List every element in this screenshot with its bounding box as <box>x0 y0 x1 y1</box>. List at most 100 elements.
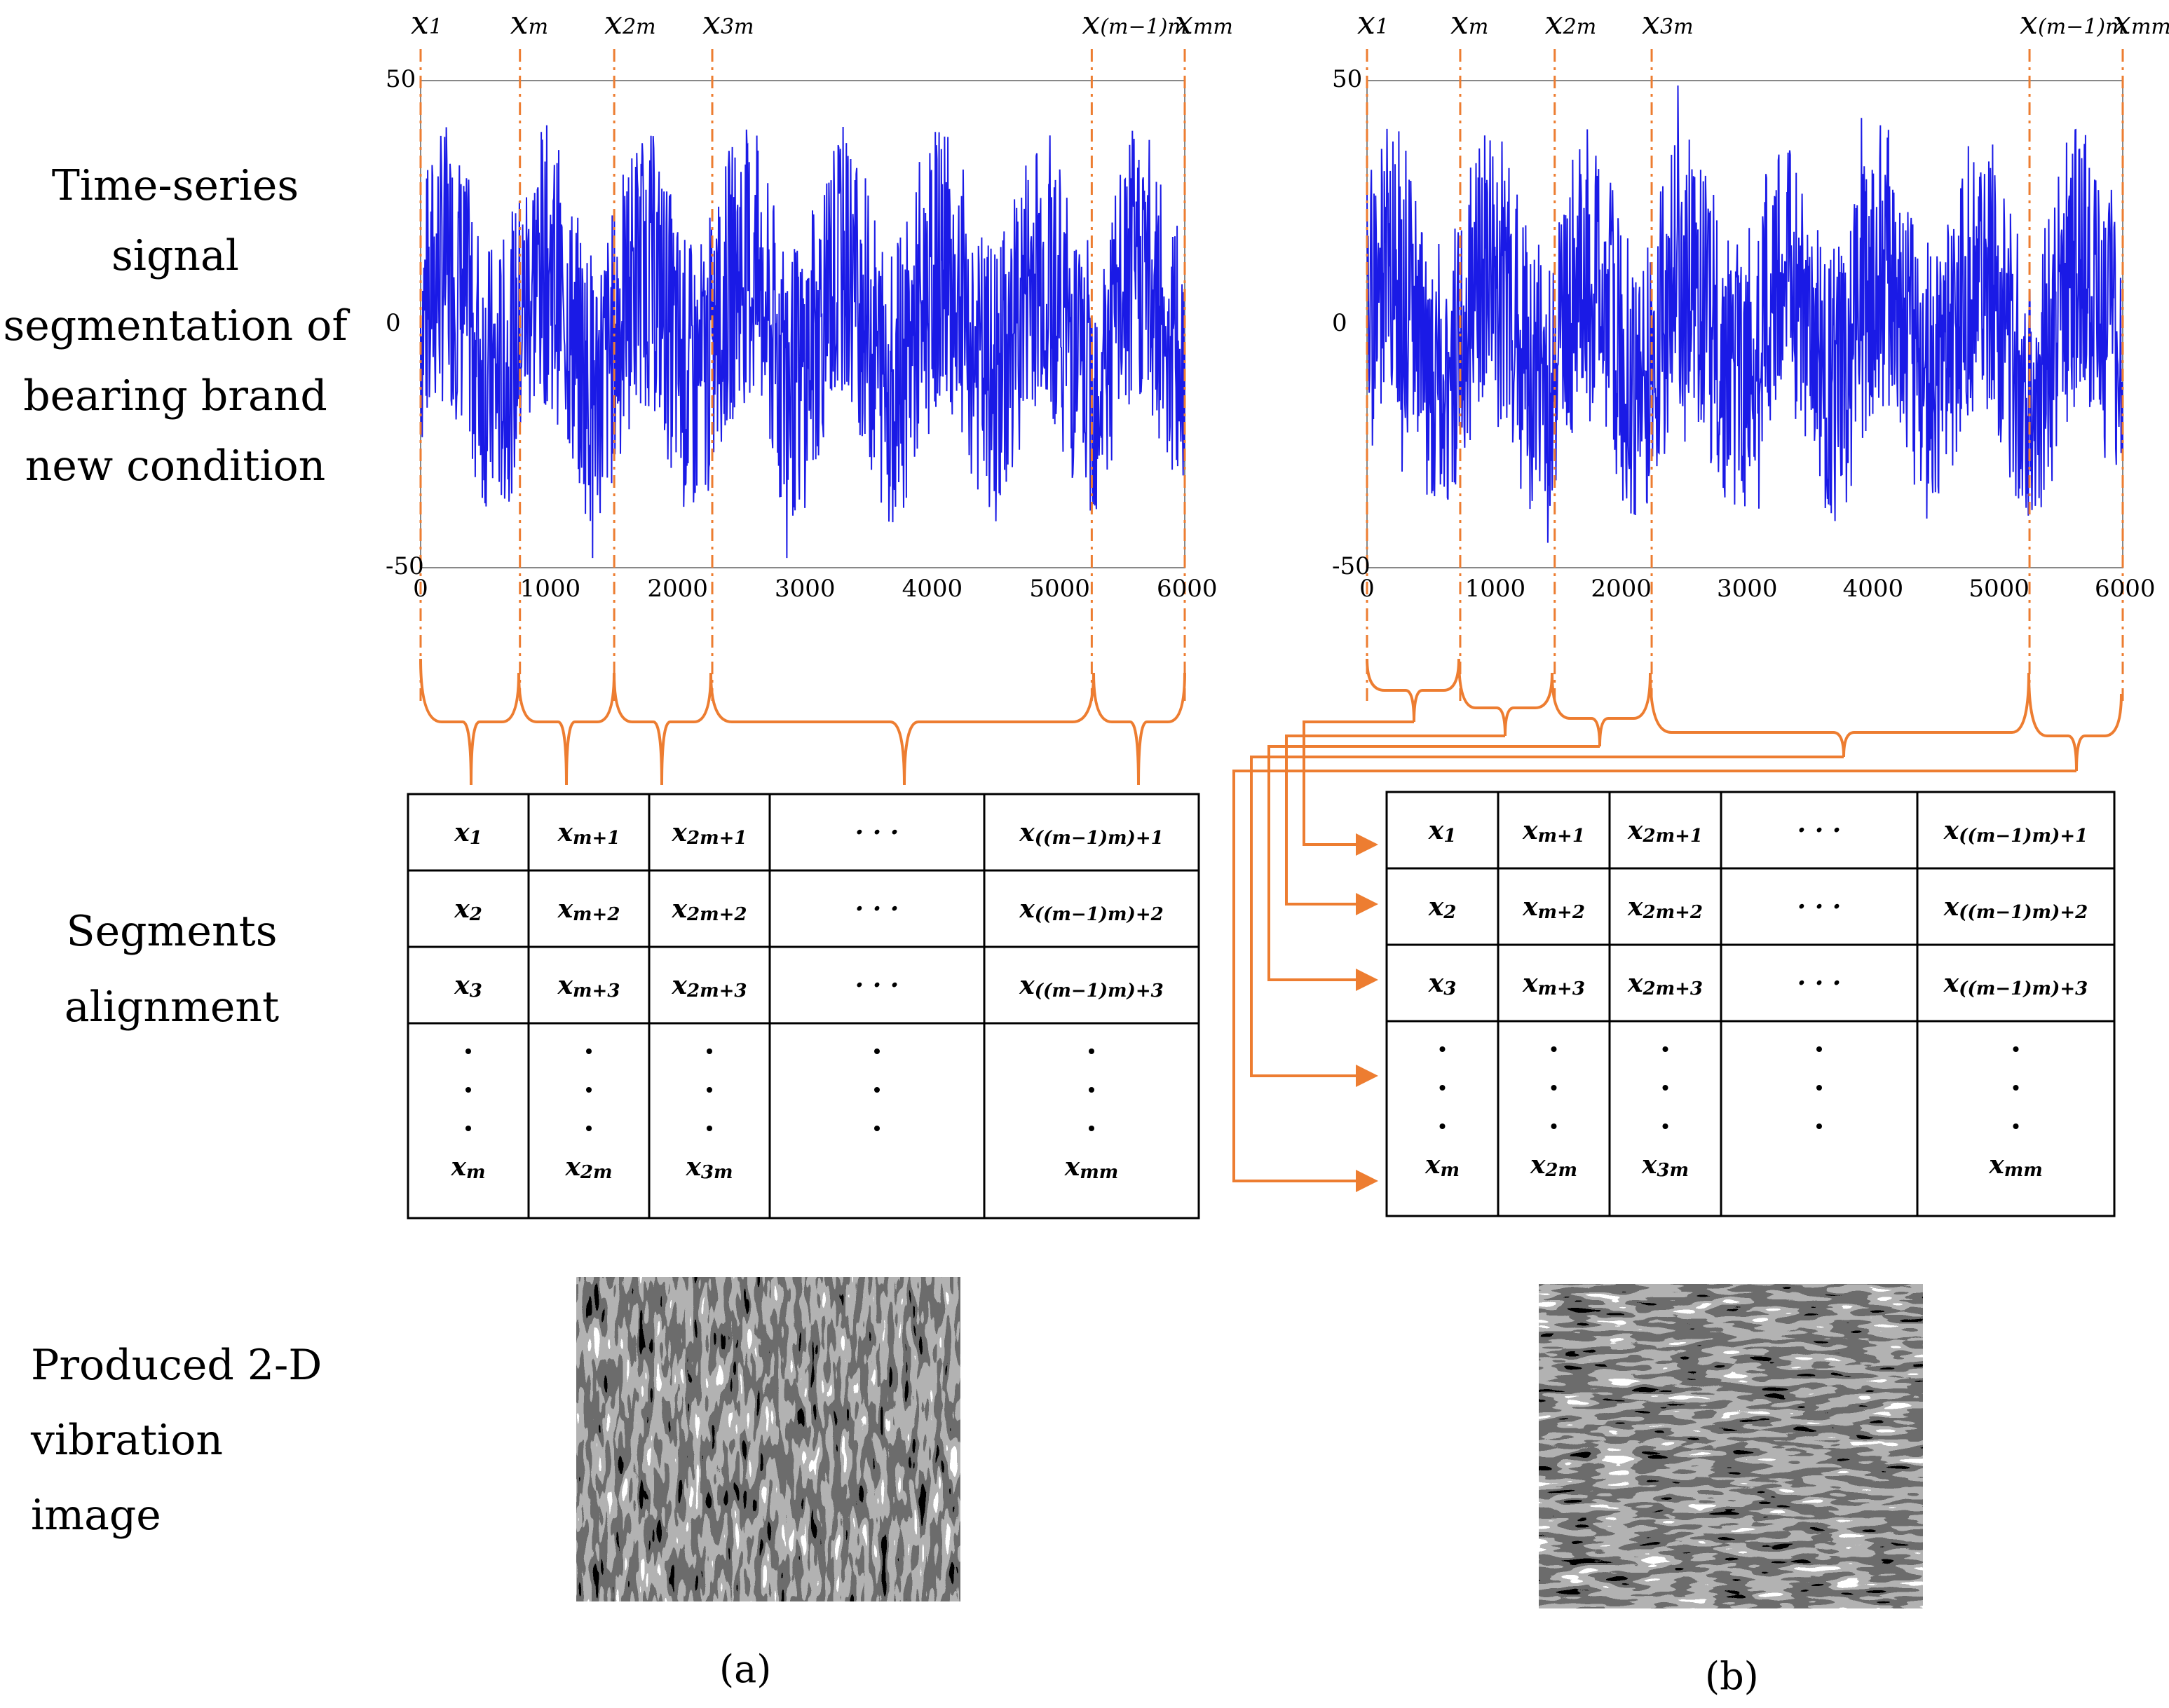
matrix-a-cell: x mm <box>1064 1152 1119 1183</box>
matrix-a-cell: x 2m <box>565 1152 613 1183</box>
matrix-a-cell: x ((m−1)m)+2 <box>1019 894 1164 925</box>
matrix-b-ellipsis-dot <box>2013 1123 2019 1129</box>
label-line: signal <box>111 231 239 280</box>
matrix-a-ellipsis-dot <box>874 1126 880 1131</box>
matrix-b-cell: x mm <box>1989 1150 2043 1181</box>
matrix-b-cell: x ((m−1)m)+2 <box>1943 891 2088 923</box>
plot-b-segment-marker-label: x(m−1)m <box>2020 4 2126 41</box>
matrix-b-cell: · · · <box>1797 815 1842 845</box>
route-arrow-row3 <box>1267 745 1600 991</box>
matrix-b-ellipsis-dot <box>2013 1046 2019 1052</box>
matrix-a-ellipsis-dot <box>1089 1126 1094 1131</box>
plot-b-x-tick-label: 3000 <box>1717 575 1778 603</box>
matrix-a-cell: · · · <box>855 817 899 847</box>
matrix-a-cell: x 3m <box>686 1152 733 1183</box>
matrix-a-cell: · · · <box>855 894 899 924</box>
caption-a: (a) <box>719 1647 772 1691</box>
plot-a-segment-marker-label: x1 <box>411 4 443 41</box>
matrix-a-cell: x m+3 <box>557 970 620 1002</box>
matrix-a-ellipsis-dot <box>707 1048 712 1054</box>
plot-b-y-tick-label: 0 <box>1332 308 1347 337</box>
matrix-b-ellipsis-dot <box>1439 1085 1446 1091</box>
matrix-b-ellipsis-dot <box>1439 1046 1446 1052</box>
caption-b: (b) <box>1705 1654 1759 1698</box>
matrix-b-cell: x 2m+3 <box>1628 968 1703 999</box>
matrix-b-cell: x ((m−1)m)+3 <box>1943 968 2088 999</box>
plot-a-y-tick-label: -50 <box>386 552 424 580</box>
matrix-b-ellipsis-dot <box>2013 1085 2019 1091</box>
matrix-a-ellipsis-dot <box>1089 1048 1094 1054</box>
plot-a-segment-marker-label: x(m−1)m <box>1082 4 1188 41</box>
matrix-a-ellipsis-dot <box>1089 1087 1094 1093</box>
matrix-a-cell: x ((m−1)m)+3 <box>1019 970 1164 1002</box>
label-produced-image: Produced 2-D vibration image <box>31 1328 322 1553</box>
matrix-b-ellipsis-dot <box>1662 1123 1668 1129</box>
label-line: vibration <box>31 1416 224 1465</box>
matrix-a-cell: x m+1 <box>557 817 620 849</box>
matrix-b-cell: · · · <box>1797 891 1842 922</box>
matrix-b-cell: · · · <box>1797 968 1842 998</box>
plot-a-segment-marker-label: x3m <box>702 4 754 41</box>
vibration-image-a <box>576 1277 960 1601</box>
plot-a-y-tick-label: 0 <box>386 308 401 337</box>
matrix-a-ellipsis-dot <box>586 1087 592 1093</box>
matrix-a-ellipsis-dot <box>707 1087 712 1093</box>
plot-a-segment-marker-label: x2m <box>604 4 656 41</box>
plot-a-x-tick-label: 1000 <box>519 575 581 603</box>
plot-a-x-tick-label: 6000 <box>1157 575 1218 603</box>
matrix-b-cell: x m+3 <box>1523 968 1585 999</box>
label-line: segmentation of <box>3 301 348 350</box>
matrix-a-cell: x ((m−1)m)+1 <box>1019 817 1164 849</box>
matrix-a-cell: x 2m+1 <box>672 817 747 849</box>
matrix-b-grid <box>1385 791 2116 1217</box>
plot-a-x-tick-label: 3000 <box>775 575 836 603</box>
matrix-b-ellipsis-dot <box>1816 1046 1822 1052</box>
plot-b-routing-arrows <box>1232 720 2076 1192</box>
matrix-a-ellipsis-dot <box>874 1087 880 1093</box>
plot-a-x-tick-label: 2000 <box>647 575 708 603</box>
matrix-b-cell: x 2m+1 <box>1628 815 1703 847</box>
matrix-a-cell: x 2m+2 <box>672 894 747 925</box>
plot-b-markers <box>1366 49 2124 701</box>
plot-b-x-tick-label: 0 <box>1359 575 1375 603</box>
matrix-a-ellipsis-dot <box>707 1126 712 1131</box>
matrix-vertical-ellipsis <box>465 1046 2019 1131</box>
label-line: bearing brand <box>23 371 327 421</box>
plot-b-signal-line <box>1366 85 2123 543</box>
route-arrow-row4 <box>1250 756 1844 1087</box>
matrix-a-cell: x 2m+3 <box>672 970 747 1002</box>
matrix-b-cell: x 2m+2 <box>1628 891 1703 923</box>
route-arrow-row2 <box>1285 735 1505 915</box>
matrix-a-ellipsis-dot <box>465 1126 471 1131</box>
plot-b-segment-brackets <box>1366 658 2123 772</box>
plot-a-segment-marker-label: xm <box>510 4 549 41</box>
plot-a-x-tick-label: 5000 <box>1029 575 1090 603</box>
plot-b-x-tick-label: 1000 <box>1464 575 1526 603</box>
plot-b-x-tick-label: 6000 <box>2095 575 2156 603</box>
matrix-b-ellipsis-dot <box>1816 1123 1822 1129</box>
plot-b-y-tick-label: -50 <box>1332 552 1371 580</box>
label-line: Time-series <box>51 161 299 210</box>
plot-a-segment-marker-label: xmm <box>1175 4 1233 41</box>
plot-a-x-tick-label: 4000 <box>902 575 963 603</box>
matrix-b-cell: x 3m <box>1641 1150 1689 1181</box>
plot-b-segment-marker-label: xmm <box>2113 4 2169 41</box>
vibration-image-b <box>1539 1284 1923 1608</box>
matrix-a-grid <box>407 793 1200 1219</box>
matrix-b-ellipsis-dot <box>1816 1085 1822 1091</box>
plot-b-x-tick-label: 4000 <box>1842 575 1904 603</box>
label-line: alignment <box>64 983 280 1032</box>
matrix-a-ellipsis-dot <box>586 1126 592 1131</box>
matrix-b-border <box>1385 791 2116 1217</box>
label-time-series-segmentation: Time-series signal segmentation of beari… <box>0 151 351 501</box>
plot-b-segment-marker-label: x3m <box>1642 4 1694 41</box>
plot-b-x-tick-label: 2000 <box>1591 575 1652 603</box>
matrix-b-ellipsis-dot <box>1662 1085 1668 1091</box>
